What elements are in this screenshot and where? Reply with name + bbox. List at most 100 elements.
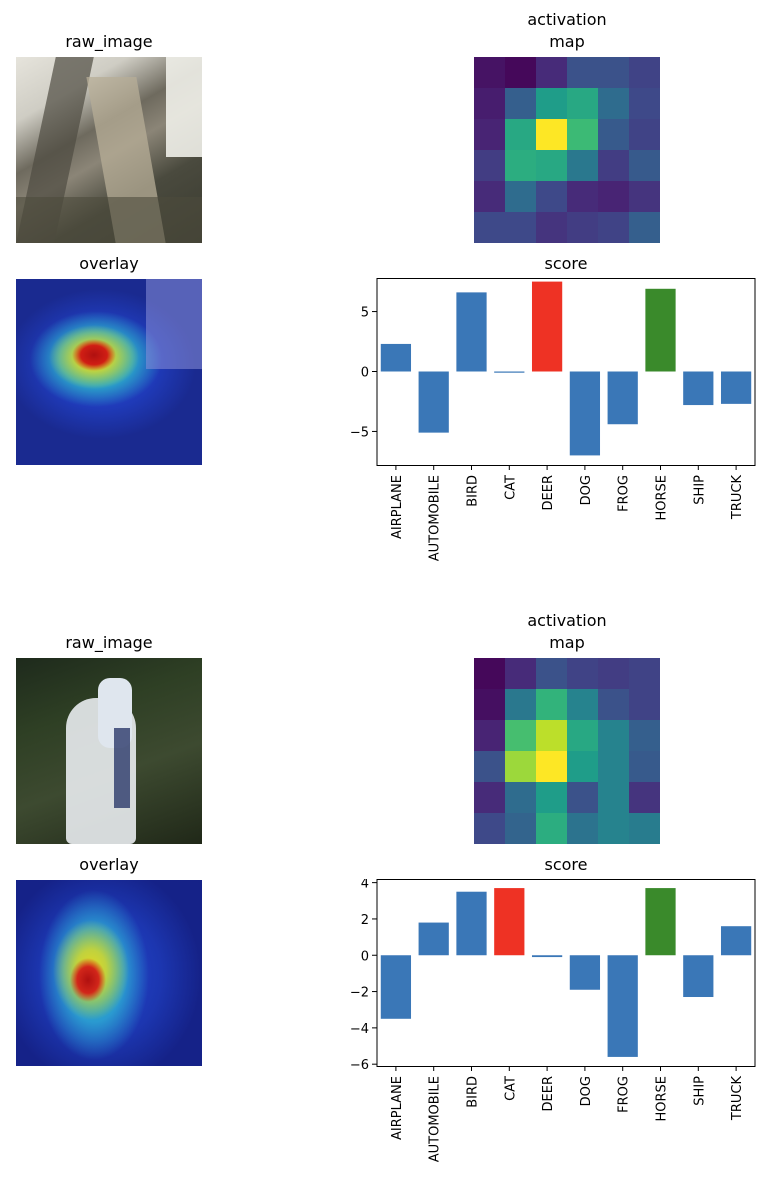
raw-image-1 [16, 57, 202, 243]
activation-cell [629, 88, 660, 120]
x-tick-label: TRUCK [730, 475, 745, 521]
y-tick-label: 4 [361, 879, 369, 892]
bar-automobile [418, 371, 449, 433]
activation-cell [629, 658, 660, 690]
activation-cell [567, 658, 599, 690]
x-tick-label: DEER [541, 1076, 556, 1111]
raw-image-title: raw_image [65, 32, 153, 51]
activation-cell [598, 720, 630, 752]
activation-cell [505, 782, 537, 814]
activation-cell [505, 720, 537, 752]
axes-frame [376, 879, 756, 1067]
overlay-image-1 [16, 279, 202, 465]
activation-cell [505, 150, 537, 182]
y-tick-label: −6 [350, 1058, 369, 1073]
activation-cell [598, 119, 630, 151]
activation-cell [629, 119, 660, 151]
activation-cell [567, 57, 599, 89]
activation-cell [598, 88, 630, 120]
activation-cell [474, 689, 506, 721]
activation-cell [536, 181, 568, 213]
bar-bird [456, 292, 487, 372]
x-tick-label: CAT [503, 475, 518, 500]
activation-cell [598, 212, 630, 243]
bar-horse [645, 288, 676, 372]
x-tick-label: AUTOMOBILE [428, 1076, 443, 1162]
score-chart-2: −6 −4 −2 0 2 4 AIRPLANE AUTOMOBILE BIRD CAT DEER DO… [350, 879, 756, 1162]
activation-cell [474, 212, 506, 243]
activation-cell [598, 658, 630, 690]
activation-map-title: activation map [474, 9, 660, 53]
activation-title-line1: activation [527, 10, 607, 29]
activation-cell [536, 119, 568, 151]
bar-dog [569, 955, 601, 990]
activation-cell [505, 658, 537, 690]
x-tick-label: DEER [541, 475, 556, 510]
activation-cell [567, 119, 599, 151]
activation-cell [536, 751, 568, 783]
x-tick-label: BIRD [466, 475, 481, 507]
activation-cell [505, 689, 537, 721]
activation-cell [629, 689, 660, 721]
x-tick-label: AUTOMOBILE [428, 475, 443, 561]
x-tick-label: DOG [579, 475, 594, 505]
activation-cell [567, 751, 599, 783]
bar-frog [607, 371, 638, 425]
activation-cell [536, 88, 568, 120]
activation-title-line2: map [549, 633, 585, 652]
activation-cell [567, 181, 599, 213]
x-tick-label: CAT [503, 1076, 518, 1101]
overlay-image-2 [16, 880, 202, 1066]
y-tick-label: −2 [350, 986, 369, 1001]
raw-image-2 [16, 658, 202, 844]
y-tick-label: 0 [361, 949, 369, 964]
activation-cell [505, 119, 537, 151]
activation-cell [598, 751, 630, 783]
activation-cell [629, 782, 660, 814]
bar-deer [531, 281, 563, 372]
y-tick-label: −4 [350, 1022, 369, 1037]
activation-cell [474, 181, 506, 213]
activation-cell [598, 689, 630, 721]
activation-cell [629, 150, 660, 182]
x-tick-label: BIRD [466, 1076, 481, 1108]
activation-cell [505, 88, 537, 120]
activation-cell [598, 813, 630, 844]
overlay-title: overlay [79, 855, 139, 874]
activation-cell [474, 782, 506, 814]
activation-map-title: activation map [474, 610, 660, 654]
activation-cell [629, 720, 660, 752]
bar-ship [683, 371, 714, 406]
activation-cell [567, 720, 599, 752]
x-tick-label: TRUCK [730, 1076, 745, 1122]
activation-cell [536, 782, 568, 814]
x-tick-label: AIRPLANE [390, 1076, 405, 1140]
activation-cell [536, 150, 568, 182]
x-tick-label: DOG [579, 1076, 594, 1106]
activation-title-line2: map [549, 32, 585, 51]
overlay-title: overlay [79, 254, 139, 273]
activation-cell [598, 57, 630, 89]
y-tick-label: −5 [350, 425, 369, 440]
activation-cell [505, 181, 537, 213]
activation-cell [474, 813, 506, 844]
x-tick-label: SHIP [692, 1076, 707, 1106]
y-tick-label: 5 [361, 306, 369, 321]
x-tick-label: FROG [617, 475, 632, 512]
activation-map-1 [474, 57, 660, 243]
activation-cell [567, 88, 599, 120]
activation-cell [536, 813, 568, 844]
bar-horse [645, 888, 676, 956]
score-chart-1: −5 0 5 AIRPLANE AUTOMOBILE BIRD CAT DEER DOG FROG… [350, 278, 756, 561]
bar-frog [607, 955, 638, 1057]
raw-image-title: raw_image [65, 633, 153, 652]
activation-cell [505, 751, 537, 783]
activation-cell [505, 212, 537, 243]
activation-cell [474, 720, 506, 752]
y-tick-label: 2 [361, 913, 369, 928]
activation-cell [536, 57, 568, 89]
bar-deer [531, 955, 563, 958]
bar-truck [720, 926, 752, 956]
x-tick-label: FROG [617, 1076, 632, 1113]
activation-cell [505, 813, 537, 844]
